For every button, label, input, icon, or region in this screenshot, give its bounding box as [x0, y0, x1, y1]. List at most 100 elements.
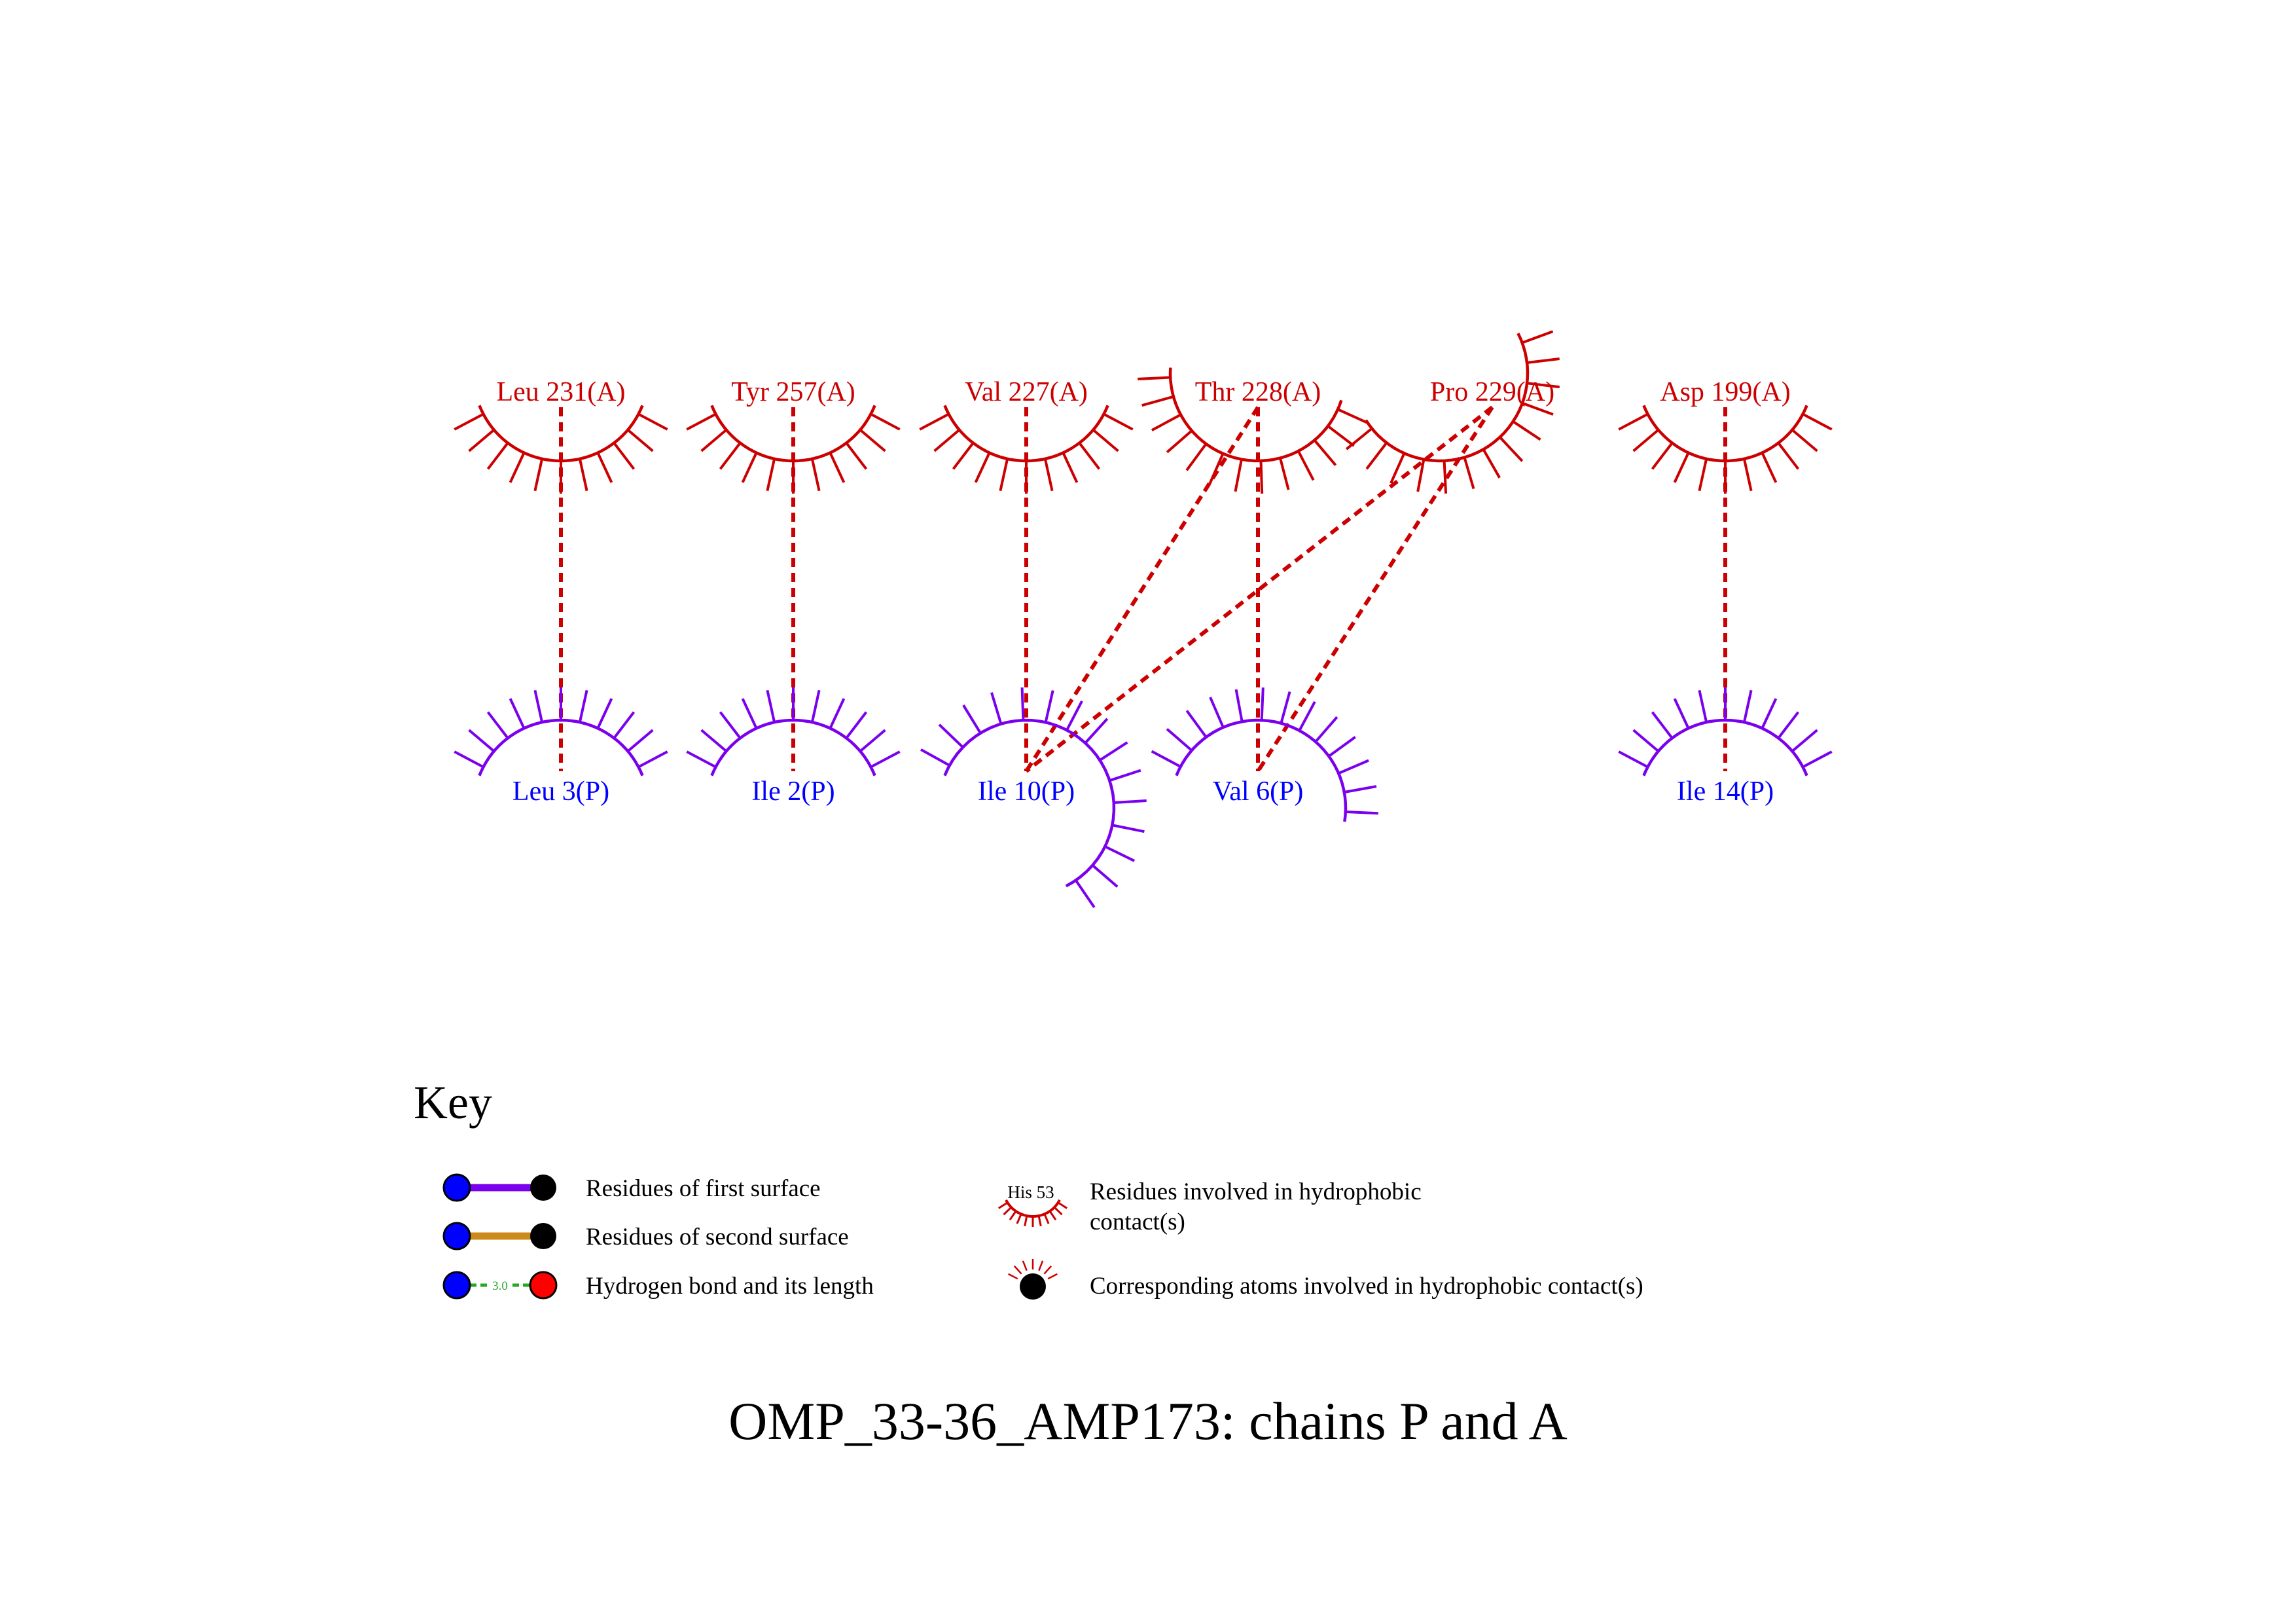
contact-line-thr228-ile10 — [1024, 406, 1260, 773]
arc-ile2-hatch — [741, 698, 758, 729]
arc-asp199-hatch — [1632, 429, 1659, 452]
arc-leu231-hatch — [533, 458, 544, 492]
arc-val6-hatch — [1345, 811, 1378, 815]
key-arc-hatch — [1043, 1213, 1050, 1224]
arc-ile14-hatch — [1698, 689, 1708, 723]
arc-ile14-hatch — [1618, 750, 1649, 769]
arc-val227 — [919, 405, 1134, 494]
residue-label-ile10: Ile 10(P) — [978, 776, 1075, 807]
arc-ile2-hatch — [870, 750, 901, 769]
residue-label-leu3: Leu 3(P) — [512, 776, 609, 807]
arc-val227-hatch — [974, 452, 991, 483]
arc-ile2-hatch — [859, 729, 886, 752]
arc-ile14-hatch — [1802, 750, 1833, 769]
arc-asp199-hatch — [1791, 429, 1818, 452]
arc-val227-hatch — [933, 429, 960, 452]
first-surface-symbol — [442, 1173, 556, 1202]
arc-asp199-hatch — [1777, 442, 1800, 470]
arc-val227-hatch — [1078, 442, 1101, 470]
first-surface-label: Residues of first surface — [586, 1175, 821, 1202]
arc-pro229-hatch — [1390, 452, 1406, 484]
arc-asp199-hatch — [1618, 412, 1649, 431]
arc-thr228-hatch — [1138, 376, 1171, 380]
arc-ile10-hatch — [920, 748, 950, 767]
arc-leu231-hatch — [468, 429, 495, 452]
residue-label-ile2: Ile 2(P) — [751, 776, 834, 807]
arc-leu231-hatch — [509, 452, 526, 483]
hydrophobic-residue-label-2: contact(s) — [1090, 1209, 1185, 1235]
arc-val6-hatch — [1260, 687, 1265, 721]
key-arc-hatch — [1037, 1215, 1042, 1227]
key-arc-hatch — [1057, 1201, 1068, 1209]
key-arc-hatch — [1016, 1213, 1022, 1224]
arc-pro229-hatch — [1522, 330, 1554, 344]
key-arc-hatch — [997, 1201, 1009, 1209]
arc-ile10-hatch — [962, 704, 982, 734]
arc-ile10-hatch — [990, 692, 1003, 725]
arc-pro229-hatch — [1345, 427, 1373, 450]
arc-tyr257-hatch — [810, 458, 821, 492]
arc-thr228-hatch — [1259, 460, 1264, 494]
arc-val6-hatch — [1338, 759, 1369, 775]
arc-pro229-hatch — [1522, 401, 1554, 416]
arc-ile10-hatch — [1112, 824, 1145, 833]
key-legend: Key Residues of first surface Residues o… — [414, 1076, 1643, 1300]
key-arc-hatch — [1003, 1207, 1013, 1216]
arc-tyr257-hatch — [700, 429, 727, 452]
residue-label-ile14: Ile 14(P) — [1677, 776, 1774, 807]
arc-thr228-hatch — [1327, 425, 1355, 447]
arc-ile2-hatch — [810, 689, 821, 723]
arc-leu231-hatch — [596, 452, 613, 483]
arc-ile10-hatch — [1099, 741, 1128, 761]
arc-val6-hatch — [1314, 716, 1338, 743]
arc-pro229 — [1345, 330, 1560, 494]
arc-thr228-hatch — [1313, 439, 1337, 466]
arc-ile14-hatch — [1777, 711, 1800, 739]
arc-val227-hatch — [1043, 458, 1054, 492]
arc-ile14 — [1618, 687, 1833, 776]
arc-leu231-hatch — [613, 442, 636, 470]
arc-asp199-hatch — [1742, 458, 1753, 492]
arc-thr228-hatch — [1151, 413, 1181, 431]
arc-tyr257 — [686, 405, 901, 494]
key-heading: Key — [414, 1076, 492, 1129]
arc-thr228 — [1138, 367, 1369, 494]
arc-asp199-hatch — [1673, 452, 1690, 483]
arc-leu231 — [454, 405, 668, 494]
chain-a-arcs — [454, 330, 1833, 494]
arc-ile14-hatch — [1742, 689, 1753, 723]
arc-ile2-hatch — [719, 711, 742, 739]
diagram-title: OMP_33-36_AMP173: chains P and A — [728, 1391, 1568, 1451]
residue-label-asp199: Asp 199(A) — [1660, 377, 1790, 407]
arc-ile10-hatch — [1044, 690, 1054, 723]
hydrophobic-atom-symbol — [1008, 1259, 1058, 1300]
arc-ile10-hatch — [1113, 799, 1147, 804]
arc-thr228-hatch — [1279, 458, 1290, 490]
residue-label-val227: Val 227(A) — [965, 377, 1088, 407]
arc-pro229-hatch — [1526, 357, 1560, 364]
arc-thr228-hatch — [1234, 459, 1243, 492]
arc-ile2-hatch — [829, 698, 846, 729]
arc-val6-hatch — [1344, 785, 1377, 793]
arc-ile14-hatch — [1761, 698, 1778, 729]
hbond-label: Hydrogen bond and its length — [586, 1273, 874, 1300]
arc-val227-hatch — [1062, 452, 1079, 483]
arc-ile10-hatch — [1091, 864, 1119, 888]
key-arc-hatch — [1009, 1211, 1017, 1221]
arc-leu231-hatch — [627, 429, 654, 452]
residue-label-pro229: Pro 229(A) — [1430, 377, 1554, 407]
arc-tyr257-hatch — [741, 452, 758, 483]
arc-pro229-hatch — [1512, 420, 1541, 441]
arc-ile2-hatch — [766, 689, 776, 723]
arc-pro229-hatch — [1463, 457, 1475, 490]
arc-thr228-hatch — [1185, 443, 1208, 471]
arc-thr228-hatch — [1166, 429, 1193, 454]
key-arc-hatch — [1049, 1211, 1057, 1221]
arc-leu231-hatch — [486, 442, 509, 470]
arc-val6-hatch — [1234, 689, 1244, 722]
arc-pro229-hatch — [1526, 382, 1560, 389]
arc-val227-hatch — [1103, 412, 1134, 431]
first-surface-atom-blue — [442, 1173, 471, 1202]
arc-asp199 — [1618, 405, 1833, 494]
